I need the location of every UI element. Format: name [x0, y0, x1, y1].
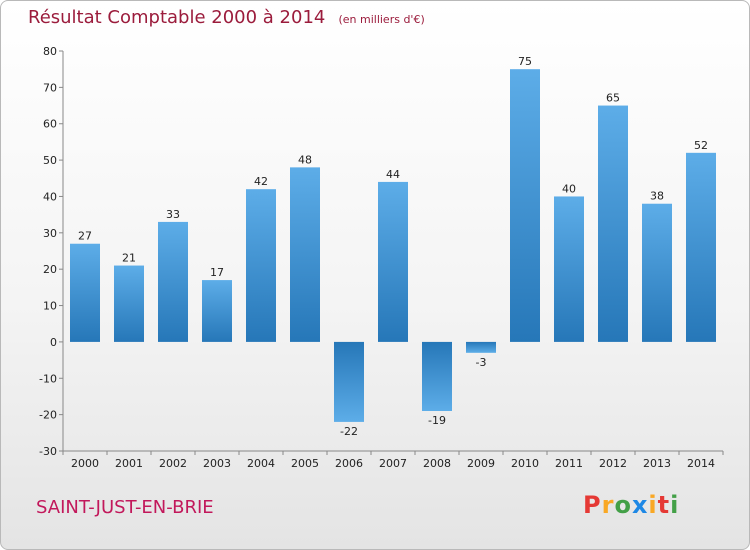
- bar-2008: [422, 341, 452, 411]
- logo-letter: o: [614, 491, 632, 519]
- chart-bars: [70, 69, 716, 422]
- bar-2011: [554, 196, 584, 342]
- y-tick-label: -10: [39, 372, 57, 385]
- x-tick-label: 2007: [379, 457, 407, 470]
- y-tick-label: 80: [43, 45, 57, 58]
- chart-data-labels: 27 21 33 17 42 48 -22 44 -19 -3 75 40 65 38 52: [78, 55, 708, 438]
- x-tick-label: 2000: [71, 457, 99, 470]
- bar-2013: [642, 203, 672, 342]
- logo-letter: t: [657, 491, 671, 519]
- data-label-2005: 48: [298, 153, 312, 166]
- y-tick-label: 0: [50, 336, 57, 349]
- y-tick-label: 50: [43, 154, 57, 167]
- x-tick-label: 2012: [599, 457, 627, 470]
- x-tick-label: 2002: [159, 457, 187, 470]
- data-label-2010: 75: [518, 55, 532, 68]
- x-tick-label: 2008: [423, 457, 451, 470]
- logo-letter: x: [631, 491, 649, 519]
- logo-letter: i: [648, 491, 658, 519]
- bar-2006: [334, 341, 364, 422]
- bar-2007: [378, 181, 408, 342]
- data-label-2000: 27: [78, 230, 92, 243]
- x-tick-label: 2011: [555, 457, 583, 470]
- x-tick-label: 2001: [115, 457, 143, 470]
- bar-2000: [70, 243, 100, 342]
- data-label-2013: 38: [650, 190, 664, 203]
- data-label-2004: 42: [254, 175, 268, 188]
- x-tick-label: 2014: [687, 457, 715, 470]
- bar-2004: [246, 189, 276, 342]
- bar-2005: [290, 167, 320, 342]
- y-tick-label: 60: [43, 118, 57, 131]
- proxiti-logo: Proxiti: [583, 491, 679, 519]
- y-tick-label: -30: [39, 445, 57, 458]
- data-label-2003: 17: [210, 266, 224, 279]
- data-label-2008: -19: [428, 414, 446, 427]
- y-tick-label: 20: [43, 263, 57, 276]
- x-tick-label: 2009: [467, 457, 495, 470]
- bar-2012: [598, 105, 628, 342]
- data-label-2007: 44: [386, 168, 400, 181]
- y-tick-label: -20: [39, 409, 57, 422]
- x-tick-label: 2004: [247, 457, 275, 470]
- commune-name: SAINT-JUST-EN-BRIE: [36, 497, 214, 518]
- bar-2002: [158, 221, 188, 342]
- x-tick-label: 2003: [203, 457, 231, 470]
- bar-2001: [114, 265, 144, 342]
- chart-axes: -30 -20 -10 0 10 20 30 40 50 60 70 80 2000 2001 2002 20…: [39, 45, 724, 470]
- bar-2003: [202, 280, 232, 342]
- data-label-2002: 33: [166, 208, 180, 221]
- chart-title-text: Résultat Comptable 2000 à 2014: [28, 7, 326, 28]
- x-tick-label: 2013: [643, 457, 671, 470]
- data-label-2001: 21: [122, 252, 136, 265]
- bar-2009: [466, 341, 496, 353]
- data-label-2012: 65: [606, 92, 620, 105]
- logo-letter: r: [601, 491, 615, 519]
- y-tick-label: 40: [43, 190, 57, 203]
- data-label-2006: -22: [340, 425, 358, 438]
- data-label-2011: 40: [562, 182, 576, 195]
- logo-letter: P: [583, 491, 602, 519]
- bar-2010: [510, 69, 540, 342]
- bar-2014: [686, 152, 716, 342]
- x-tick-label: 2010: [511, 457, 539, 470]
- logo-letter: i: [670, 491, 680, 519]
- x-tick-label: 2006: [335, 457, 363, 470]
- data-label-2014: 52: [694, 139, 708, 152]
- y-tick-label: 30: [43, 227, 57, 240]
- chart-title: Résultat Comptable 2000 à 2014 (en milli…: [28, 7, 425, 28]
- y-tick-label: 70: [43, 81, 57, 94]
- y-tick-label: 10: [43, 300, 57, 313]
- chart-unit-text: (en milliers d'€): [338, 13, 425, 26]
- x-tick-label: 2005: [291, 457, 319, 470]
- data-label-2009: -3: [476, 356, 487, 369]
